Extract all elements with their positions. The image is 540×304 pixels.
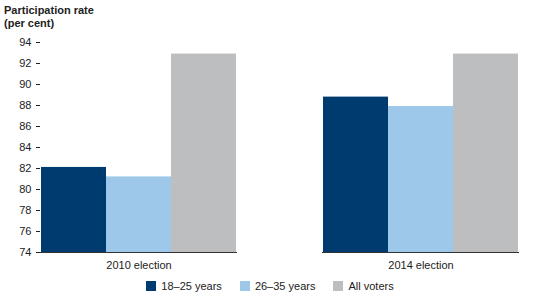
svg-text:92: 92: [19, 57, 31, 69]
svg-text:74: 74: [19, 246, 31, 258]
svg-text:82: 82: [19, 162, 31, 174]
html-text:26–35 years: 26–35 years: [254, 280, 316, 292]
html-text:Participation rate (per cent): Participation rate (per cent): [4, 4, 94, 29]
svg-text:2010 election: 2010 election: [106, 259, 171, 271]
svg-text:84: 84: [19, 141, 31, 153]
html-text:18–25 years: 18–25 years: [161, 280, 222, 292]
html-text:All voters: All voters: [348, 280, 394, 292]
svg-text:78: 78: [19, 204, 31, 216]
svg-text:76: 76: [19, 225, 31, 237]
svg-text:80: 80: [19, 183, 31, 195]
svg-text:88: 88: [19, 99, 31, 111]
svg-text:90: 90: [19, 78, 31, 90]
svg-text:94: 94: [19, 36, 31, 48]
svg-text:2014 election: 2014 election: [388, 259, 453, 271]
svg-text:86: 86: [19, 120, 31, 132]
